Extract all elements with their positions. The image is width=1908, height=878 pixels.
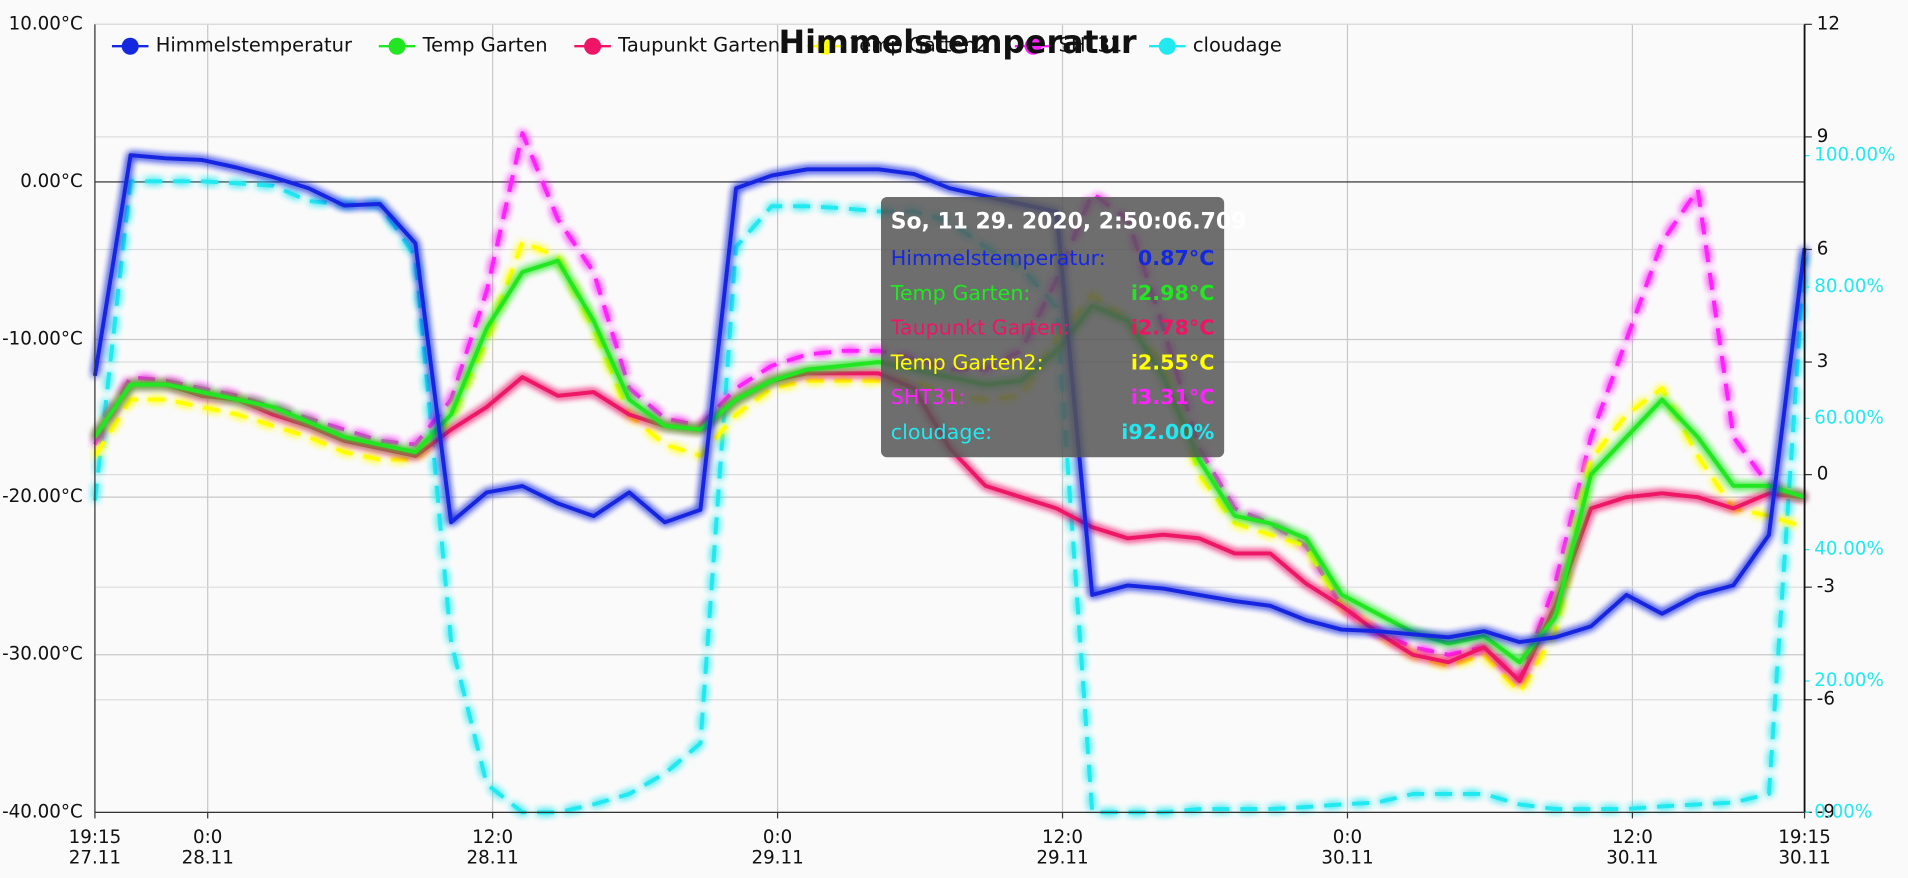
y3-tick-label: 60.00% <box>1814 407 1884 428</box>
y2-tick-label: 0 <box>1817 464 1829 485</box>
x-tick-label: 0:0 <box>193 827 222 848</box>
legend-marker <box>121 37 139 55</box>
axes: 19:1527.110:028.1112:028.110:029.1112:02… <box>2 13 1895 868</box>
legend-label: Temp Garten <box>422 34 548 57</box>
x-tick-label: 12:0 <box>1042 827 1083 848</box>
legend-label: Himmelstemperatur <box>156 34 352 57</box>
y-tick-label: -10.00°C <box>2 329 83 350</box>
legend-label: Temp Garten2 <box>850 34 988 57</box>
y-tick-label: -40.00°C <box>2 801 83 822</box>
legend-marker <box>816 37 834 55</box>
tooltip-label: Taupunkt Garten: <box>890 316 1070 340</box>
x-tick-date: 30.11 <box>1606 848 1658 869</box>
y2-tick-label: 9 <box>1817 126 1829 147</box>
tooltip: So, 11 29. 2020, 2:50:06.709 Himmelstemp… <box>880 197 1247 458</box>
tooltip-label: Temp Garten2: <box>890 350 1044 374</box>
x-tick-label: 19:15 <box>69 827 122 848</box>
tooltip-value: i3.31°C <box>1131 385 1215 409</box>
x-tick-label: 12:0 <box>472 827 513 848</box>
legend: Himmelstemperatur Temp Garten Taupunkt Gar… <box>111 34 1282 57</box>
legend-marker <box>1158 37 1176 55</box>
x-tick-label: 19:15 <box>1778 827 1831 848</box>
x-tick-label: 0:0 <box>1333 827 1362 848</box>
y3-tick-label: 40.00% <box>1814 539 1884 560</box>
series-line <box>92 153 1807 645</box>
tooltip-value: i2.78°C <box>1131 316 1215 340</box>
tooltip-value: i2.98°C <box>1131 281 1215 305</box>
tooltip-label: SHT31: <box>891 385 966 409</box>
y3-tick-label: 100.00% <box>1814 145 1895 166</box>
tooltip-box <box>880 197 1225 458</box>
y-tick-label: -20.00°C <box>2 486 83 507</box>
legend-marker <box>1024 37 1042 55</box>
x-tick-label: 12:0 <box>1612 827 1653 848</box>
legend-label: Taupunkt Garten <box>617 34 780 57</box>
y2-tick-label: -6 <box>1817 689 1835 710</box>
tooltip-value: 0.87°C <box>1138 246 1214 270</box>
x-tick-label: 0:0 <box>763 827 792 848</box>
x-tick-date: 28.11 <box>182 848 234 869</box>
y2-tick-label: -9 <box>1817 801 1835 822</box>
y2-tick-label: -3 <box>1817 576 1835 597</box>
tooltip-value: i2.55°C <box>1131 350 1215 374</box>
x-tick-date: 30.11 <box>1778 848 1830 869</box>
tooltip-title: So, 11 29. 2020, 2:50:06.709 <box>891 210 1247 235</box>
x-tick-date: 27.11 <box>69 848 121 869</box>
tooltip-label: cloudage: <box>891 420 992 444</box>
x-tick-date: 29.11 <box>1036 848 1088 869</box>
y2-tick-label: 12 <box>1817 13 1840 34</box>
y-tick-label: -30.00°C <box>2 644 83 665</box>
x-tick-date: 30.11 <box>1321 848 1373 869</box>
legend-label: cloudage <box>1193 34 1282 57</box>
legend-marker <box>388 37 406 55</box>
x-tick-date: 28.11 <box>467 848 519 869</box>
y-tick-label: 10.00°C <box>9 13 83 34</box>
tooltip-value: i92.00% <box>1121 420 1214 444</box>
tooltip-label: Himmelstemperatur: <box>891 246 1106 270</box>
legend-marker <box>584 37 602 55</box>
y2-tick-label: 3 <box>1817 351 1829 372</box>
chart-title: Himmelstemperatur <box>779 25 1137 61</box>
y3-tick-label: 20.00% <box>1814 670 1884 691</box>
y3-tick-label: 80.00% <box>1814 276 1884 297</box>
y2-tick-label: 6 <box>1817 238 1829 259</box>
x-tick-date: 29.11 <box>751 848 803 869</box>
legend-label: SHT31 <box>1059 34 1123 57</box>
tooltip-label: Temp Garten: <box>890 281 1031 305</box>
y-tick-label: 0.00°C <box>20 171 82 192</box>
y3-tick-label: 0.00% <box>1814 801 1872 822</box>
